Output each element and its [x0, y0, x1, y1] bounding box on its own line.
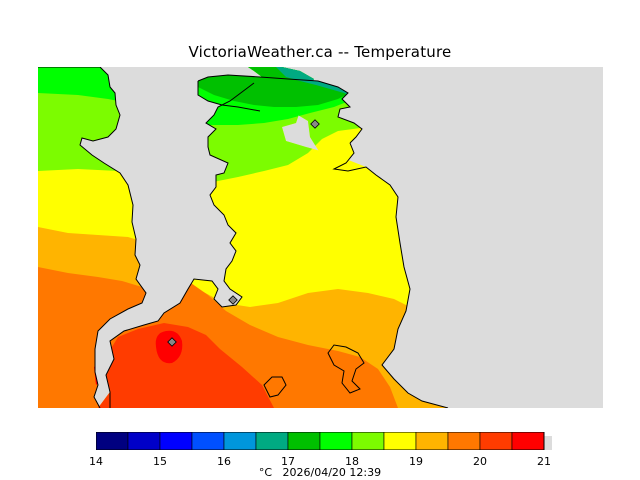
coastlines — [38, 67, 449, 408]
island-south — [263, 376, 287, 398]
legend-band-4 — [223, 432, 257, 450]
coastline-west — [38, 67, 147, 408]
legend-band-12 — [479, 432, 513, 450]
coastline-north-inlet-south — [197, 81, 261, 112]
legend-band-13 — [511, 432, 545, 450]
legend-band-10 — [415, 432, 449, 450]
contour-20-20.5 — [98, 323, 274, 408]
legend-band-11 — [447, 432, 481, 450]
legend-band-5 — [255, 432, 289, 450]
legend-caption: °C 2026/04/20 12:39 — [258, 466, 382, 479]
station-marker-south[interactable] — [167, 337, 177, 347]
legend-tick-label: 21 — [537, 455, 551, 468]
map-title: VictoriaWeather.ca -- Temperature — [188, 43, 452, 61]
station-marker-central[interactable] — [228, 295, 238, 305]
legend-colorbar-frame — [96, 432, 545, 450]
legend-band-8 — [351, 432, 385, 450]
legend-band-2 — [159, 432, 193, 450]
weather-stations — [167, 119, 320, 347]
contour-20.5-21 — [155, 330, 183, 364]
coastline-north-inlet — [197, 74, 363, 144]
legend-band-9 — [383, 432, 417, 450]
coastline-peninsula — [105, 82, 255, 408]
temperature-map[interactable] — [38, 67, 603, 408]
legend-band-7 — [319, 432, 353, 450]
legend-band-3 — [191, 432, 225, 450]
legend-band-0 — [96, 432, 129, 450]
legend-tick-label: 15 — [153, 455, 167, 468]
island-east — [327, 344, 365, 394]
legend-bands — [96, 432, 545, 450]
legend-colorbar — [96, 432, 552, 450]
station-marker-north[interactable] — [310, 119, 320, 129]
legend-tick-label: 16 — [217, 455, 231, 468]
legend-band-1 — [127, 432, 161, 450]
coastline-east — [332, 142, 449, 408]
legend-band-6 — [287, 432, 321, 450]
legend-tick-label: 20 — [473, 455, 487, 468]
legend-tick-label: 17 — [281, 455, 295, 468]
legend-tick-label: 14 — [89, 455, 103, 468]
legend-tick-label: 19 — [409, 455, 423, 468]
legend-tick-label: 18 — [345, 455, 359, 468]
